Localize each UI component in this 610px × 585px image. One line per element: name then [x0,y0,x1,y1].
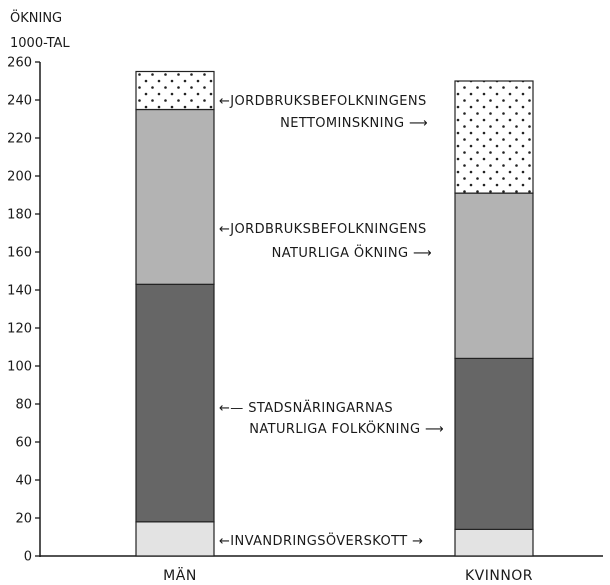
annotation-invandring-line-1: ←INVANDRINGSÖVERSKOTT → [219,532,423,549]
bar-invandring-kvinnor [454,528,534,557]
bar-jordbruk_netto-kvinnor [454,80,534,194]
y-tick-label-140: 140 [7,284,32,299]
annotation-stadsnaringar-line-1: ←— STADSNÄRINGARNAS [219,400,393,416]
bar-jordbruk_naturlig-kvinnor [454,192,534,360]
category-label-man: MÄN [163,566,197,584]
y-tick-label-160: 160 [7,246,32,261]
y-tick-label-80: 80 [15,398,32,413]
annotation-stadsnaringar-line-2: NATURLIGA FOLKÖKNING ⟶ [249,420,444,437]
y-tick-label-40: 40 [15,474,32,489]
y-tick-label-180: 180 [7,208,32,223]
bar-jordbruk_netto-man [135,70,215,111]
annotation-jordbruk_netto-line-1: ←JORDBRUKSBEFOLKNINGENS [219,94,427,109]
category-label-kvinnor: KVINNOR [465,568,533,584]
annotation-jordbruk_netto-line-2: NETTOMINSKNING ⟶ [280,116,428,131]
y-tick-label-0: 0 [24,550,32,565]
y-tick-label-60: 60 [15,436,32,451]
bar-jordbruk_naturlig-man [135,108,215,285]
bar-stadsnaringar-man [135,283,215,523]
y-tick-label-20: 20 [15,512,32,527]
annotation-jordbruk_naturlig-line-1: ←JORDBRUKSBEFOLKNINGENS [219,222,427,237]
y-tick-label-100: 100 [7,360,32,375]
bar-stadsnaringar-kvinnor [454,357,534,530]
annotation-jordbruk_naturlig-line-2: NATURLIGA ÖKNING ⟶ [272,244,432,261]
bar-invandring-man [135,521,215,557]
y-axis-label-line-2: 1000-TAL [10,36,70,51]
y-tick-label-260: 260 [7,56,32,71]
y-tick-label-120: 120 [7,322,32,337]
y-tick-label-220: 220 [7,132,32,147]
y-tick-label-240: 240 [7,94,32,109]
plot-area: 0 20 40 60 80 100 120 140 160 180 200 220 240 260 MÄN K… [7,56,603,584]
y-tick-label-200: 200 [7,170,32,185]
y-axis-label-line-1: ÖKNING [10,9,62,26]
